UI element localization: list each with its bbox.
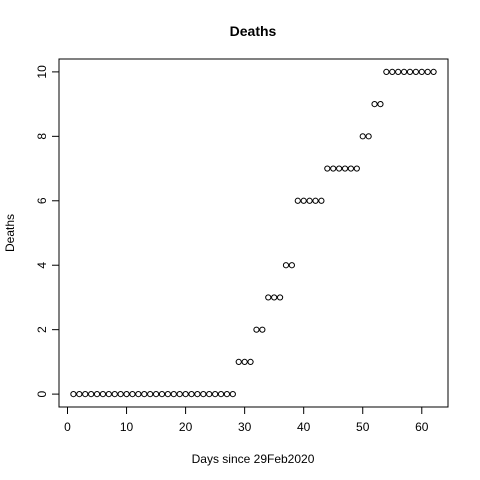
data-point [282, 262, 290, 269]
data-point [194, 391, 201, 398]
y-axis: 0 2 4 6 8 10 [35, 65, 60, 397]
x-tick-label: 60 [415, 420, 429, 434]
data-point [412, 68, 419, 75]
data-point [158, 391, 166, 398]
data-point [359, 133, 366, 140]
data-point [117, 391, 124, 398]
data-point [365, 133, 372, 140]
data-point [182, 391, 189, 398]
y-tick-label: 2 [35, 326, 49, 333]
data-point [147, 391, 154, 398]
data-point [330, 165, 337, 172]
data-point [235, 358, 242, 365]
data-point [123, 391, 130, 398]
data-point [70, 391, 77, 398]
y-tick-label: 0 [35, 390, 49, 397]
data-point [200, 391, 207, 398]
data-point [395, 68, 402, 75]
data-point [306, 197, 313, 204]
data-point [294, 197, 301, 204]
data-point [241, 358, 248, 365]
data-point [288, 262, 295, 269]
data-points [70, 68, 437, 398]
x-tick-label: 40 [297, 420, 311, 434]
data-point [424, 68, 431, 75]
data-point [176, 391, 183, 398]
data-point [229, 391, 236, 398]
data-point [93, 391, 101, 398]
data-point [129, 391, 136, 398]
data-point [141, 391, 148, 398]
data-point [135, 391, 142, 398]
data-point [312, 197, 319, 204]
data-point [341, 165, 349, 172]
data-point [276, 294, 284, 301]
data-point [271, 294, 278, 301]
data-point [212, 391, 219, 398]
x-axis-label: Days since 29Feb2020 [192, 452, 315, 466]
y-axis-label: Deaths [3, 214, 17, 252]
data-point [336, 165, 343, 172]
x-tick-label: 50 [356, 420, 370, 434]
data-point [88, 391, 95, 398]
data-point [324, 165, 331, 172]
data-point [217, 391, 225, 398]
data-point [253, 326, 260, 333]
data-point [371, 101, 378, 108]
data-point [418, 68, 425, 75]
data-point [400, 68, 408, 75]
data-point [430, 68, 437, 75]
data-point [170, 391, 177, 398]
chart-title: Deaths [230, 23, 277, 39]
x-tick-label: 20 [179, 420, 193, 434]
data-point [406, 68, 414, 75]
data-point [223, 391, 231, 398]
x-tick-label: 0 [64, 420, 71, 434]
data-point [206, 391, 213, 398]
data-point [377, 101, 384, 108]
data-point [300, 197, 307, 204]
x-axis: 0 10 20 30 40 50 60 [64, 406, 429, 434]
data-point [188, 391, 195, 398]
data-point [82, 391, 89, 398]
y-tick-label: 10 [35, 65, 49, 79]
data-point [318, 197, 325, 204]
data-point [383, 68, 390, 75]
data-point [164, 391, 171, 398]
data-point [265, 294, 272, 301]
y-tick-label: 8 [35, 133, 49, 140]
data-point [353, 165, 360, 172]
data-point [347, 165, 355, 172]
x-tick-label: 10 [120, 420, 134, 434]
data-point [259, 326, 266, 333]
data-point [76, 391, 83, 398]
data-point [389, 68, 396, 75]
data-point [111, 391, 118, 398]
plot-frame [58, 58, 449, 408]
data-point [152, 391, 160, 398]
y-tick-label: 6 [35, 197, 49, 204]
y-tick-label: 4 [35, 262, 49, 269]
x-tick-label: 30 [238, 420, 252, 434]
data-point [99, 391, 107, 398]
data-point [105, 391, 112, 398]
data-point [247, 358, 254, 365]
